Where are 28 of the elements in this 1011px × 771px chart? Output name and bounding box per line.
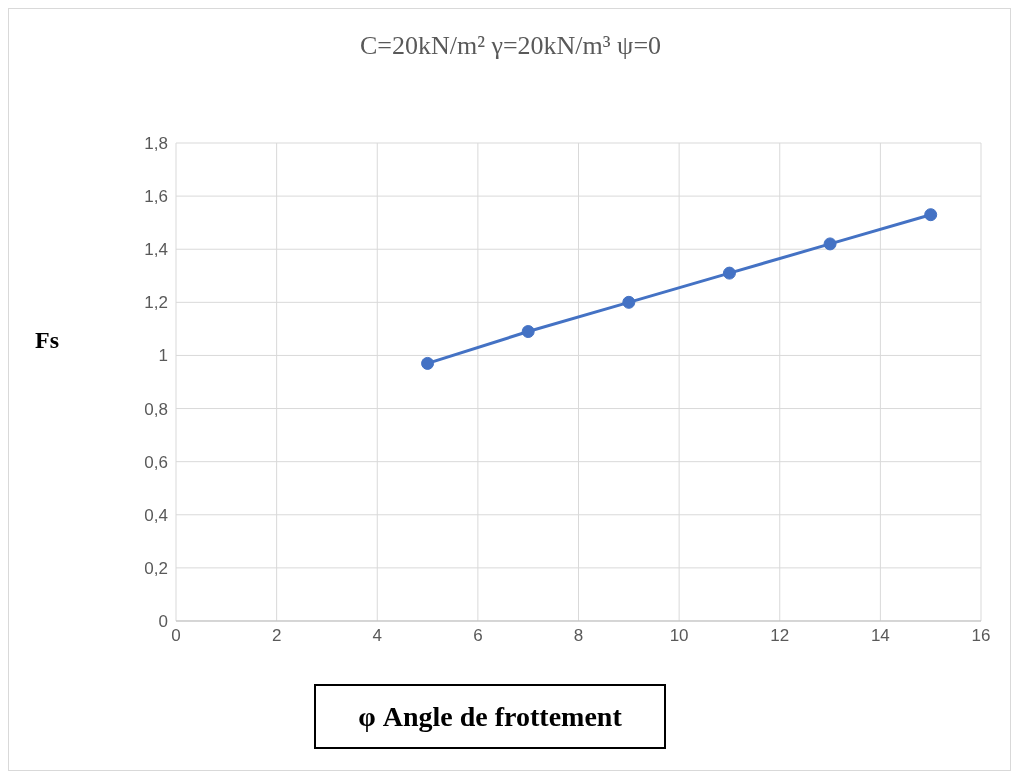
x-tick-label: 12	[770, 626, 790, 646]
x-tick-label: 2	[271, 626, 282, 646]
y-tick-label: 1,8	[144, 134, 168, 154]
y-tick-label: 1,4	[144, 240, 168, 260]
y-tick-label: 1	[158, 346, 168, 366]
point	[521, 325, 535, 339]
x-tick-label: 14	[870, 626, 890, 646]
y-tick-label: 0,8	[144, 399, 168, 419]
y-tick-label: 1,2	[144, 293, 168, 313]
x-tick-label: 0	[171, 626, 181, 646]
x-tick-label: 8	[573, 626, 584, 646]
y-axis-title: Fs	[35, 327, 59, 354]
x-tick-label: 16	[971, 626, 991, 646]
point	[622, 295, 636, 309]
x-tick-label: 6	[473, 626, 483, 646]
y-tick-label: 0,6	[144, 452, 168, 472]
point	[421, 356, 435, 370]
y-tick-label: 1,6	[144, 187, 168, 207]
y-tick-label: 0,2	[144, 558, 168, 578]
x-tick-label: 4	[372, 626, 382, 646]
point	[924, 208, 938, 222]
x-tick-label: 10	[669, 626, 689, 646]
point	[823, 237, 837, 251]
x-axis-title: φ Angle de frottement	[314, 684, 666, 749]
y-tick-label: 0	[158, 612, 168, 632]
chart-title: C=20kN/m² γ=20kN/m³ ψ=0	[358, 31, 663, 61]
point	[722, 266, 736, 280]
y-tick-label: 0,4	[144, 505, 168, 525]
